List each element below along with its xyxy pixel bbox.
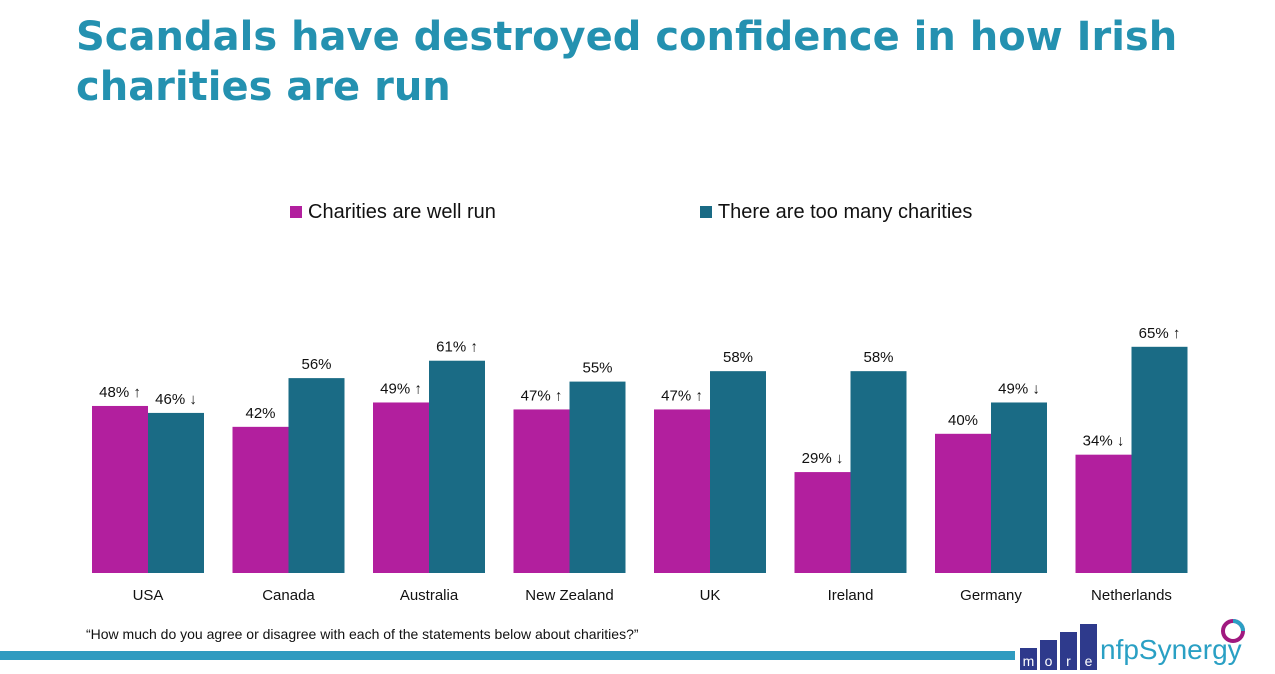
x-tick-label: Australia bbox=[400, 587, 459, 604]
brand-swirl-icon bbox=[1221, 619, 1245, 643]
data-label: 49% ↑ bbox=[380, 380, 422, 397]
data-label: 56% bbox=[301, 356, 331, 373]
bar-uk-series-2 bbox=[710, 371, 766, 573]
logo-more-o: o bbox=[1040, 640, 1057, 670]
bar-usa-series-1 bbox=[92, 405, 148, 573]
data-label: 61% ↑ bbox=[436, 339, 478, 356]
data-label: 46% ↓ bbox=[155, 391, 197, 408]
chart-legend: Charities are well run There are too man… bbox=[290, 199, 972, 225]
legend-label-well-run: Charities are well run bbox=[308, 200, 496, 223]
footer-bar bbox=[0, 651, 1015, 660]
bar-new-zealand-series-1 bbox=[513, 409, 570, 573]
x-tick-label: Ireland bbox=[828, 587, 874, 604]
data-label: 34% ↓ bbox=[1083, 433, 1125, 450]
bar-australia-series-1 bbox=[373, 402, 429, 573]
data-label: 49% ↓ bbox=[998, 380, 1040, 397]
data-label: 48% ↑ bbox=[99, 384, 141, 401]
legend-swatch-too-many bbox=[699, 206, 712, 218]
logo-more-m: m bbox=[1020, 648, 1037, 670]
bar-canada-series-2 bbox=[288, 378, 345, 573]
bar-ireland-series-2 bbox=[850, 371, 907, 573]
data-label: 42% bbox=[245, 405, 275, 422]
legend-item-too-many: There are too many charities bbox=[699, 200, 973, 224]
logo-more-e: e bbox=[1080, 624, 1097, 670]
x-tick-label: Germany bbox=[960, 587, 1022, 604]
logo-brand-text: nfpSynergy bbox=[1100, 634, 1242, 665]
data-label: 47% ↑ bbox=[521, 387, 563, 404]
bar-germany-series-1 bbox=[935, 433, 991, 573]
bar-new-zealand-series-2 bbox=[569, 381, 626, 573]
x-tick-label: UK bbox=[700, 587, 721, 604]
bar-ireland-series-1 bbox=[794, 472, 851, 573]
x-tick-label: Canada bbox=[262, 587, 315, 604]
data-label: 29% ↓ bbox=[802, 450, 844, 467]
data-label: 58% bbox=[723, 349, 753, 366]
page-title: Scandals have destroyed confidence in ho… bbox=[76, 14, 1178, 110]
x-tick-label: Netherlands bbox=[1091, 587, 1172, 604]
data-label: 65% ↑ bbox=[1139, 325, 1181, 342]
bar-australia-series-2 bbox=[429, 360, 485, 573]
bar-canada-series-1 bbox=[232, 426, 289, 573]
data-label: 40% bbox=[948, 412, 978, 429]
data-label: 58% bbox=[863, 349, 893, 366]
logo-more-r: r bbox=[1060, 632, 1077, 670]
bar-netherlands-series-1 bbox=[1075, 454, 1132, 573]
legend-item-well-run: Charities are well run bbox=[290, 201, 496, 224]
legend-swatch-well-run bbox=[290, 206, 302, 218]
bar-uk-series-1 bbox=[654, 409, 710, 573]
bar-netherlands-series-2 bbox=[1131, 346, 1188, 573]
legend-label-too-many: There are too many charities bbox=[717, 200, 973, 223]
bar-usa-series-2 bbox=[148, 412, 204, 573]
survey-question: “How much do you agree or disagree with … bbox=[86, 626, 639, 642]
data-label: 47% ↑ bbox=[661, 387, 703, 404]
nfpsynergy-logo: m o r e nfpSynergy bbox=[1018, 616, 1268, 672]
bar-germany-series-2 bbox=[991, 402, 1047, 573]
data-label: 55% bbox=[582, 360, 612, 377]
x-tick-label: USA bbox=[133, 587, 164, 604]
x-tick-label: New Zealand bbox=[525, 587, 613, 604]
